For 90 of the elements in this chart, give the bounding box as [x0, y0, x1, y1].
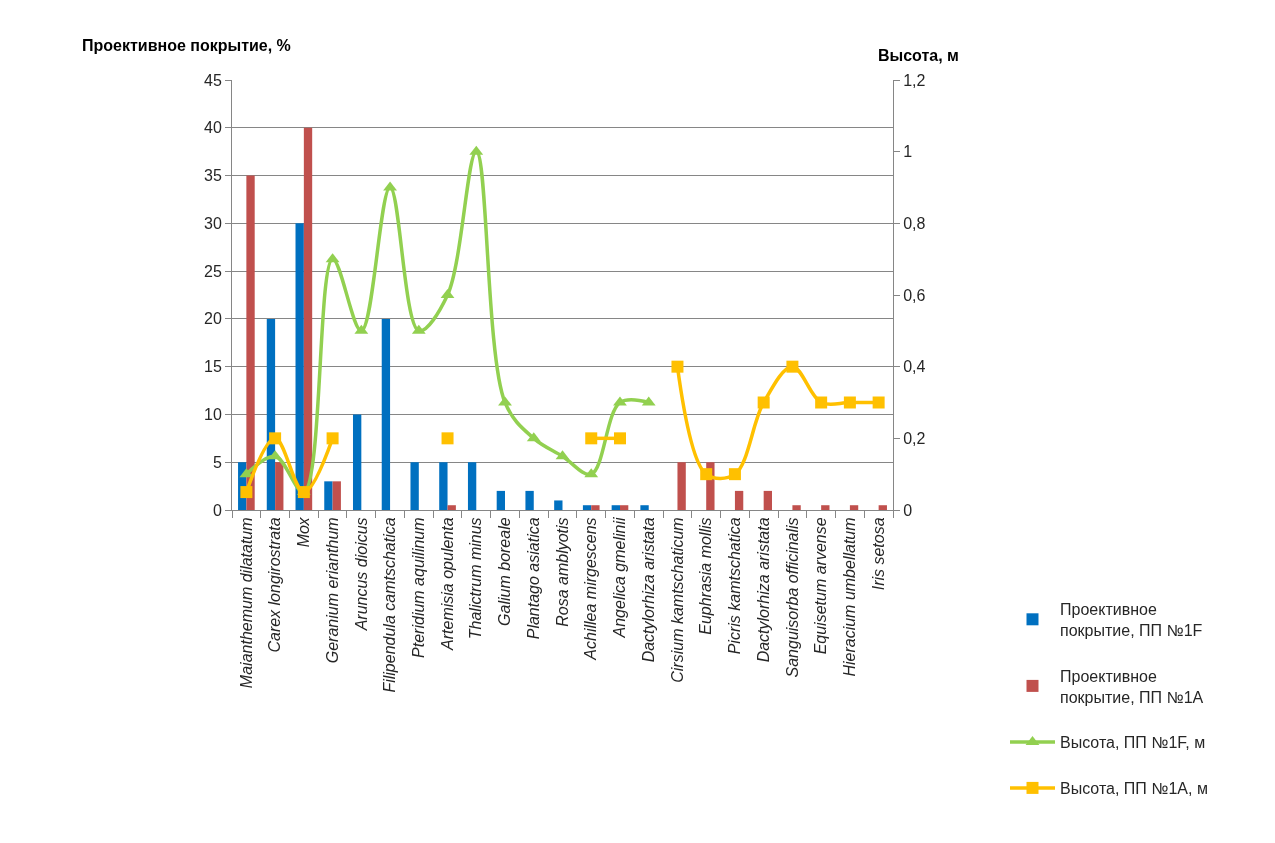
bar — [677, 462, 686, 510]
point — [700, 468, 713, 481]
bar — [619, 505, 629, 510]
y2-tick-label: 0,8 — [903, 214, 926, 232]
x-tick-label: Sanguisorba officinalis — [783, 517, 801, 678]
x-tick-label: Dactylorhiza aristata — [754, 517, 772, 663]
x-tick-label: Aruncus dioicus — [352, 517, 370, 632]
y-tick-label: 5 — [212, 453, 222, 471]
bar — [381, 318, 391, 510]
point — [585, 432, 598, 445]
bar — [447, 505, 456, 510]
y2-tick-label: 0,6 — [903, 286, 926, 304]
x-tick-label: Euphrasia mollis — [697, 517, 715, 635]
bar — [792, 505, 801, 510]
y-tick-label: 15 — [204, 358, 222, 376]
y2-tick-label: 1 — [903, 143, 913, 161]
point — [441, 432, 454, 445]
legend-label: Высота, ПП №1F, м — [1060, 734, 1206, 752]
x-tick-label: Cirsium kamtschaticum — [668, 517, 686, 683]
bar — [332, 481, 341, 510]
x-tick-label: Filipendula camtschatica — [381, 517, 399, 693]
y2-tick-label: 1,2 — [903, 71, 926, 89]
y2-tick-label: 0,2 — [903, 429, 926, 447]
point — [728, 468, 741, 481]
point — [757, 396, 770, 409]
bar — [582, 505, 592, 510]
x-tick-label: Artemisia opulenta — [438, 517, 456, 651]
x-tick-label: Plantago asiatica — [524, 517, 542, 640]
point — [843, 396, 856, 409]
legend-label: Высота, ПП №1A, м — [1060, 780, 1208, 798]
y-tick-label: 10 — [204, 406, 222, 424]
y2-tick-label: 0 — [903, 501, 913, 519]
bar — [496, 490, 506, 510]
x-tick-label: Galium boreale — [496, 517, 514, 626]
point — [815, 396, 828, 409]
x-tick-label: Geranium erianthum — [323, 517, 341, 664]
x-tick-label: Thalictrum minus — [467, 517, 485, 640]
bar — [763, 490, 773, 510]
y-tick-label: 30 — [204, 214, 222, 232]
y-tick-label: 45 — [204, 71, 222, 89]
bar — [275, 462, 284, 510]
bar — [352, 414, 362, 510]
x-tick-label: Dactylorhiza aristata — [639, 517, 657, 663]
bar — [878, 505, 887, 510]
point — [240, 486, 253, 499]
y-tick-label: 25 — [204, 262, 222, 280]
y2-tick-label: 0,4 — [903, 358, 926, 376]
bar — [525, 490, 534, 510]
point — [383, 181, 397, 191]
bar — [821, 505, 830, 510]
bar — [734, 490, 744, 510]
bar — [554, 500, 563, 510]
legend-label: Проективное покрытие, ПП №1F — [1060, 601, 1203, 639]
bar — [246, 175, 255, 510]
x-tick-label: Pteridium aquilinum — [410, 517, 427, 658]
legend-label: Проективное покрытие, ПП №1A — [1060, 667, 1204, 706]
point — [613, 432, 626, 445]
y-axis-title: Проективное покрытие, % — [82, 37, 291, 54]
point — [498, 396, 512, 406]
x-tick-label: Мох — [295, 516, 313, 548]
y-tick-label: 0 — [212, 501, 222, 519]
bar — [611, 505, 620, 510]
x-tick-label: Rosa amblyotis — [553, 517, 571, 627]
y-tick-label: 35 — [204, 167, 222, 185]
bar — [303, 127, 313, 510]
bar — [324, 481, 333, 510]
bar — [295, 223, 304, 510]
y-tick-label: 40 — [204, 119, 222, 137]
bar — [467, 462, 477, 510]
point — [326, 432, 339, 445]
x-tick-label: Equisetum arvense — [812, 517, 830, 655]
bar — [640, 505, 649, 510]
x-tick-label: Hieracium umbellatum — [841, 517, 859, 677]
y-tick-label: 20 — [204, 310, 222, 328]
point — [613, 396, 627, 406]
bar — [410, 462, 419, 510]
bar — [591, 505, 600, 510]
x-tick-label: Achillea mirgescens — [582, 517, 600, 661]
bar — [849, 505, 859, 510]
bar — [439, 462, 448, 510]
y2-axis-title: Высота, м — [878, 47, 959, 64]
point — [872, 396, 885, 409]
point — [671, 360, 684, 373]
x-tick-label: Picris kamtschatica — [726, 517, 744, 655]
x-tick-label: Angelica gmelinii — [611, 516, 629, 639]
x-tick-label: Maianthemum dilatatum — [237, 517, 255, 689]
x-tick-label: Iris setosa — [869, 517, 887, 591]
point — [269, 432, 282, 445]
point — [786, 360, 799, 373]
x-tick-label: Carex longirostrata — [266, 517, 284, 653]
